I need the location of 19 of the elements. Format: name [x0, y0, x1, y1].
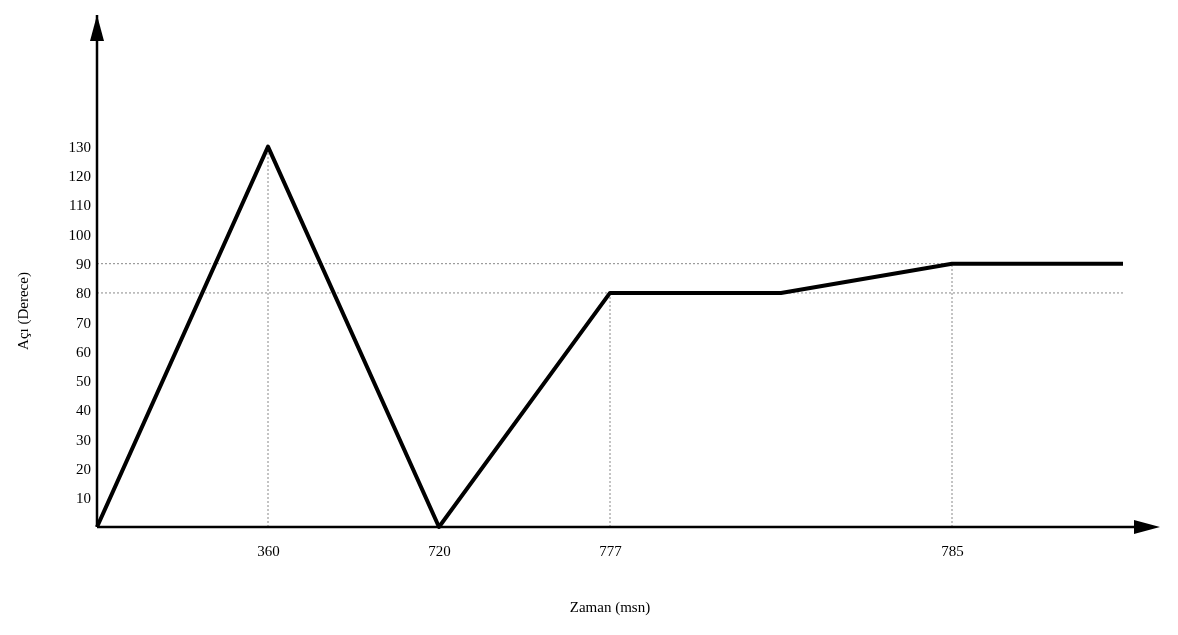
- x-tick-label: 720: [428, 542, 451, 559]
- x-axis-title: Zaman (msn): [569, 599, 651, 616]
- y-tick-label: 90: [76, 255, 91, 272]
- y-tick-label: 80: [76, 285, 91, 302]
- x-tick-label: 777: [599, 542, 623, 559]
- y-tick-label: 60: [76, 343, 91, 360]
- x-tick-label: 360: [257, 542, 280, 559]
- y-tick-label: 130: [68, 138, 91, 155]
- y-tick-label: 40: [76, 402, 91, 419]
- y-tick-label: 10: [76, 490, 91, 507]
- y-tick-label: 70: [76, 314, 91, 331]
- y-tick-label: 20: [76, 460, 91, 477]
- y-axis-title: Açı (Derece): [15, 272, 32, 350]
- y-tick-label: 100: [68, 226, 91, 243]
- y-tick-label: 30: [76, 431, 91, 448]
- y-tick-label: 120: [68, 168, 91, 185]
- y-tick-label: 50: [76, 373, 91, 390]
- y-tick-label: 110: [69, 197, 91, 214]
- x-tick-label: 785: [941, 542, 964, 559]
